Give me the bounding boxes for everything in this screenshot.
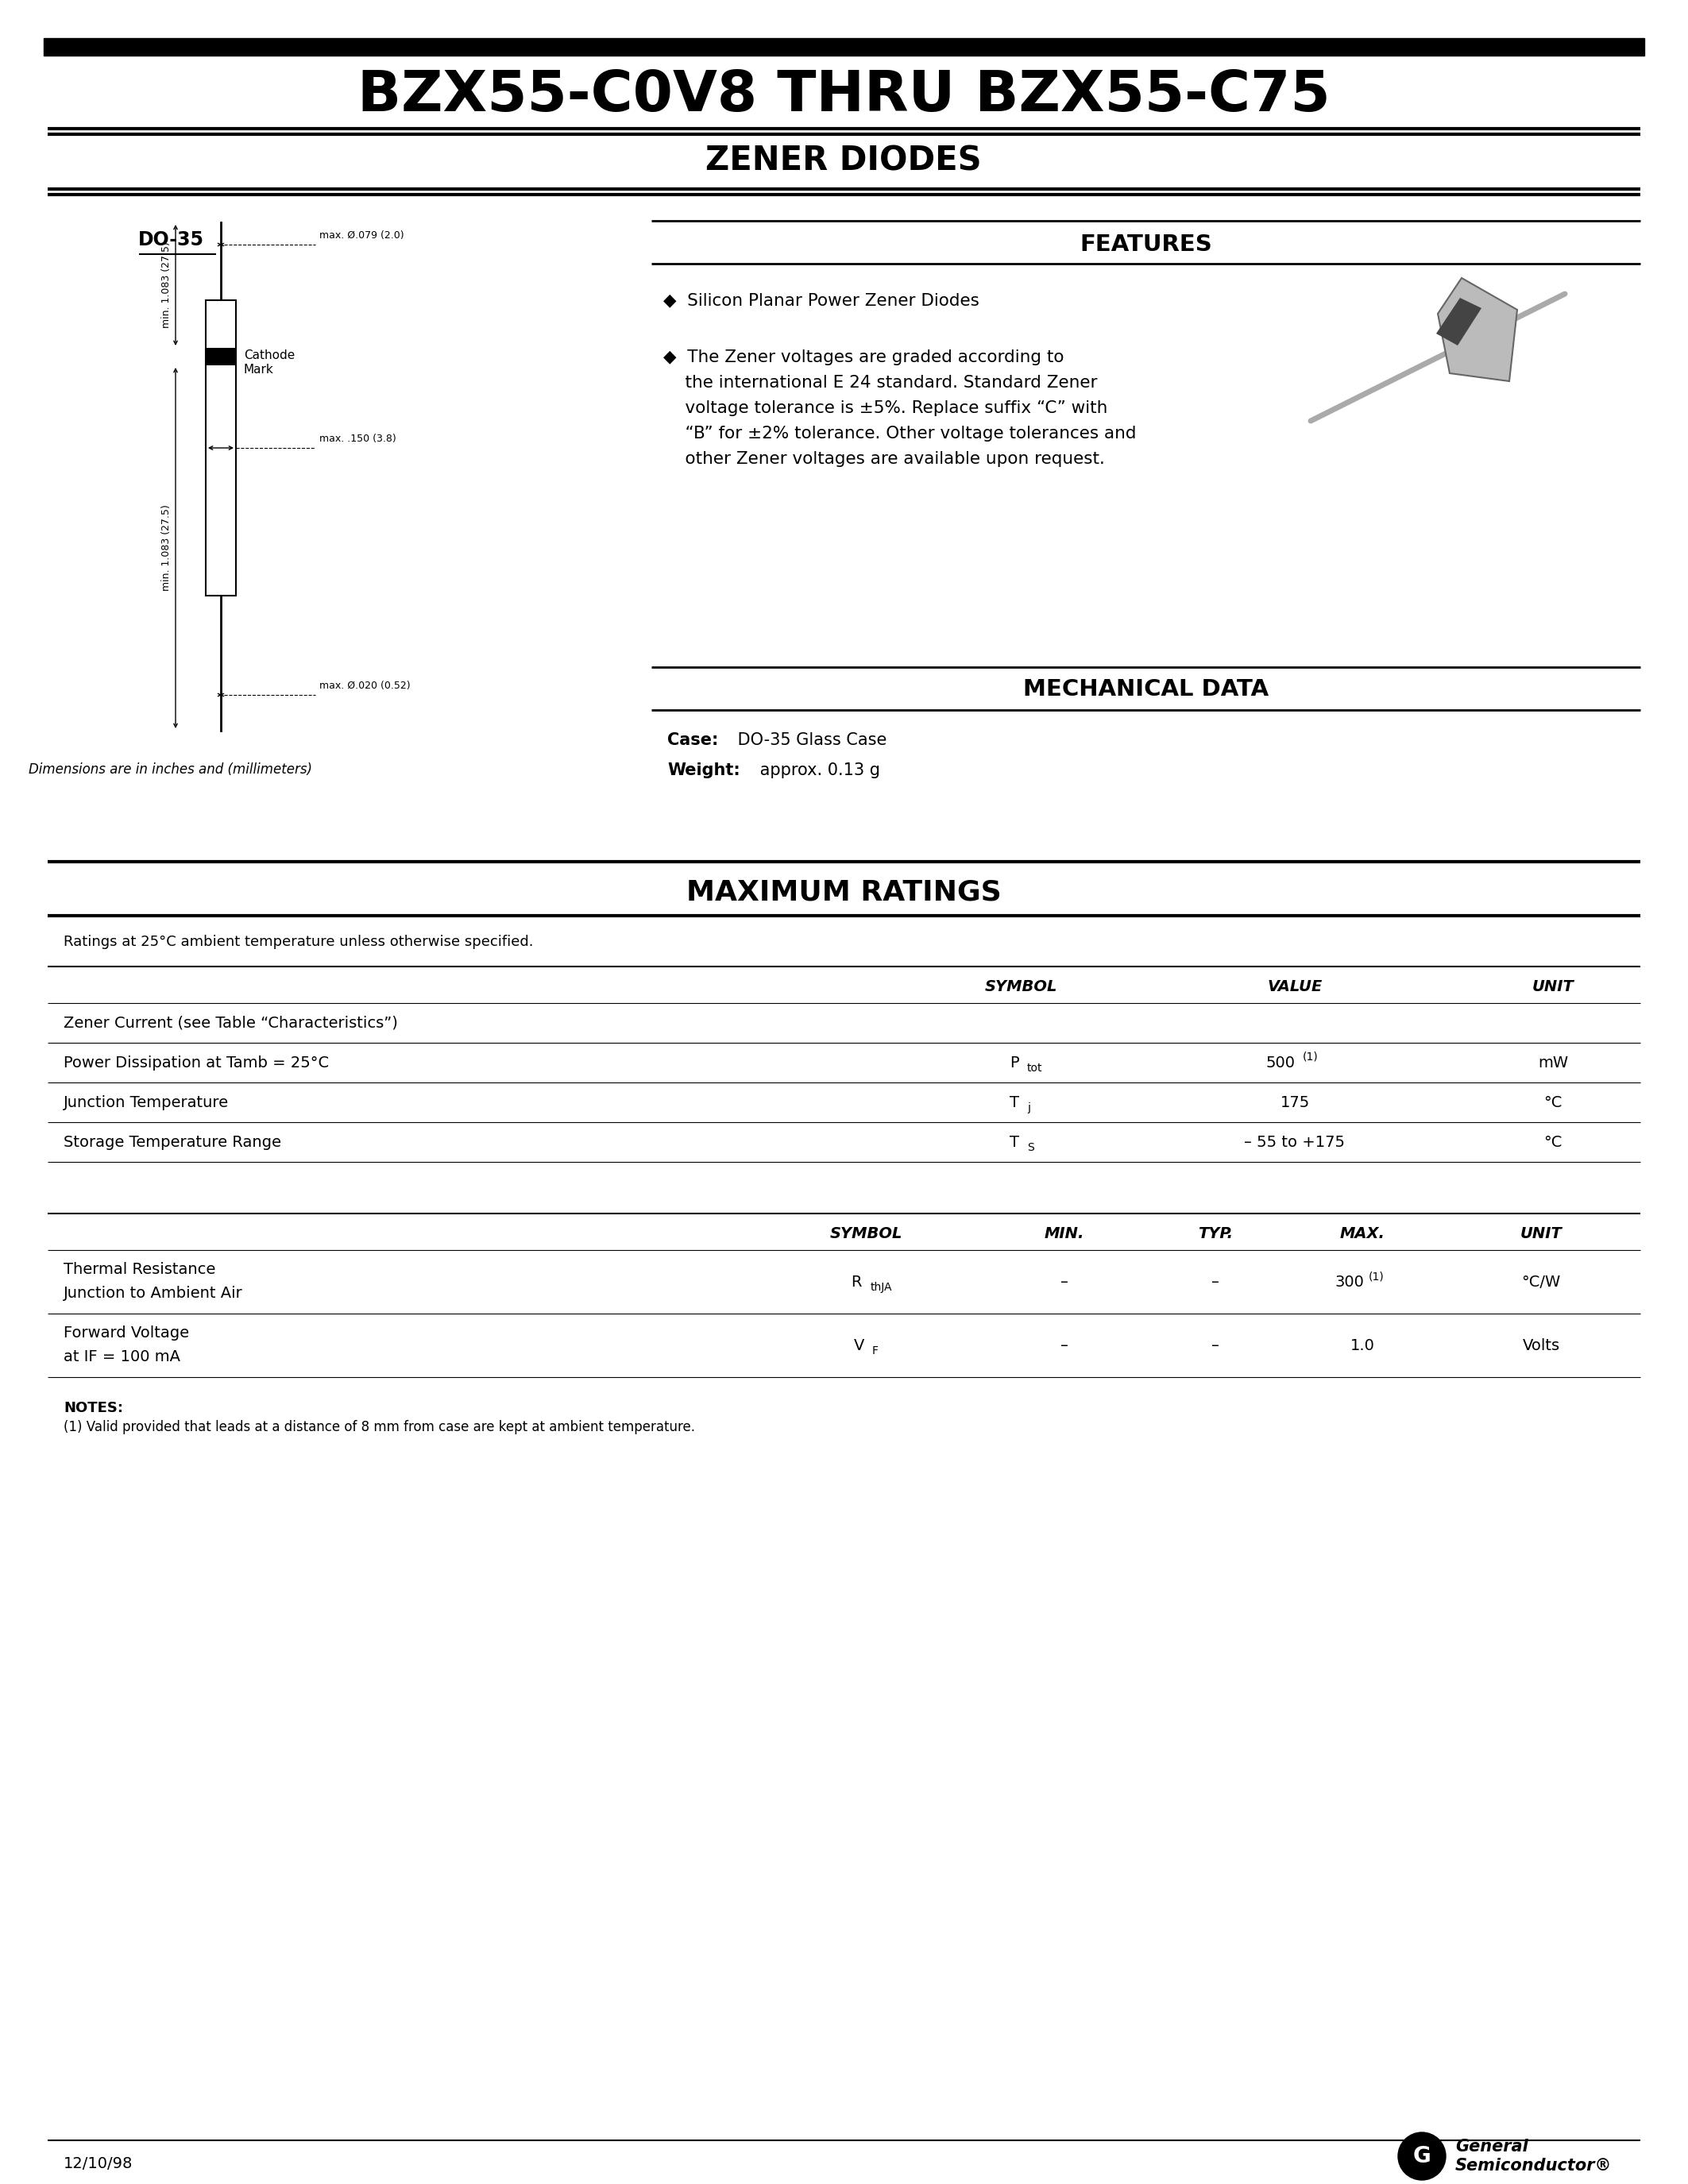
Text: –: – <box>1212 1339 1219 1352</box>
Text: °C/W: °C/W <box>1521 1273 1561 1289</box>
Text: voltage tolerance is ±5%. Replace suffix “C” with: voltage tolerance is ±5%. Replace suffix… <box>663 400 1107 417</box>
Text: VALUE: VALUE <box>1268 978 1322 994</box>
Text: DO-35: DO-35 <box>138 229 204 249</box>
Text: Forward Voltage: Forward Voltage <box>64 1326 189 1341</box>
Text: P: P <box>1009 1055 1020 1070</box>
Text: thJA: thJA <box>871 1282 893 1293</box>
Text: T: T <box>1009 1133 1020 1149</box>
Text: mW: mW <box>1538 1055 1568 1070</box>
Text: 175: 175 <box>1280 1094 1310 1109</box>
Polygon shape <box>1436 297 1482 345</box>
Text: Case:: Case: <box>667 732 719 749</box>
Text: – 55 to +175: – 55 to +175 <box>1244 1133 1345 1149</box>
Text: (1): (1) <box>1369 1271 1384 1282</box>
Text: (1) Valid provided that leads at a distance of 8 mm from case are kept at ambien: (1) Valid provided that leads at a dista… <box>64 1420 695 1435</box>
Text: °C: °C <box>1543 1094 1563 1109</box>
Bar <box>206 347 236 365</box>
Text: Power Dissipation at Tamb = 25°C: Power Dissipation at Tamb = 25°C <box>64 1055 329 1070</box>
Text: min. 1.083 (27.5): min. 1.083 (27.5) <box>160 242 170 328</box>
Text: UNIT: UNIT <box>1533 978 1573 994</box>
Text: G: G <box>1413 2145 1431 2167</box>
Text: j: j <box>1026 1103 1030 1114</box>
Text: 300: 300 <box>1335 1273 1364 1289</box>
Text: approx. 0.13 g: approx. 0.13 g <box>755 762 879 778</box>
Text: UNIT: UNIT <box>1521 1225 1561 1241</box>
Text: MAXIMUM RATINGS: MAXIMUM RATINGS <box>685 878 1001 906</box>
Text: Thermal Resistance: Thermal Resistance <box>64 1262 216 1278</box>
Text: F: F <box>873 1345 878 1356</box>
Circle shape <box>1398 2132 1445 2180</box>
Text: FEATURES: FEATURES <box>1080 234 1212 256</box>
Text: (1): (1) <box>1303 1051 1318 1061</box>
Text: tot: tot <box>1026 1064 1043 1075</box>
Text: –: – <box>1212 1273 1219 1289</box>
Text: Dimensions are in inches and (millimeters): Dimensions are in inches and (millimeter… <box>29 762 312 778</box>
Text: Ratings at 25°C ambient temperature unless otherwise specified.: Ratings at 25°C ambient temperature unle… <box>64 935 533 950</box>
Text: Zener Current (see Table “Characteristics”): Zener Current (see Table “Characteristic… <box>64 1016 398 1031</box>
Text: Cathode: Cathode <box>243 349 295 360</box>
Text: MECHANICAL DATA: MECHANICAL DATA <box>1023 679 1269 701</box>
Text: Volts: Volts <box>1523 1339 1560 1352</box>
Text: Weight:: Weight: <box>667 762 739 778</box>
Text: General: General <box>1455 2138 1528 2156</box>
Text: °C: °C <box>1543 1133 1563 1149</box>
Text: Junction to Ambient Air: Junction to Ambient Air <box>64 1286 243 1299</box>
Text: 500: 500 <box>1266 1055 1295 1070</box>
Text: MAX.: MAX. <box>1340 1225 1384 1241</box>
Text: V: V <box>854 1339 864 1352</box>
Text: Mark: Mark <box>243 365 273 376</box>
Text: “B” for ±2% tolerance. Other voltage tolerances and: “B” for ±2% tolerance. Other voltage tol… <box>663 426 1136 441</box>
Text: the international E 24 standard. Standard Zener: the international E 24 standard. Standar… <box>663 376 1097 391</box>
Text: at IF = 100 mA: at IF = 100 mA <box>64 1350 181 1365</box>
Text: BZX55-C0V8 THRU BZX55-C75: BZX55-C0V8 THRU BZX55-C75 <box>358 68 1330 122</box>
Text: Semiconductor®: Semiconductor® <box>1455 2158 1612 2173</box>
Text: TYP.: TYP. <box>1198 1225 1232 1241</box>
Text: R: R <box>851 1273 861 1289</box>
Text: Junction Temperature: Junction Temperature <box>64 1094 230 1109</box>
Text: ◆  The Zener voltages are graded according to: ◆ The Zener voltages are graded accordin… <box>663 349 1063 365</box>
Text: SYMBOL: SYMBOL <box>829 1225 901 1241</box>
Bar <box>44 37 1644 55</box>
Text: –: – <box>1060 1273 1069 1289</box>
Text: 1.0: 1.0 <box>1350 1339 1374 1352</box>
Text: DO-35 Glass Case: DO-35 Glass Case <box>733 732 886 749</box>
Text: SYMBOL: SYMBOL <box>984 978 1057 994</box>
Text: ◆  Silicon Planar Power Zener Diodes: ◆ Silicon Planar Power Zener Diodes <box>663 293 979 308</box>
Text: max. Ø.079 (2.0): max. Ø.079 (2.0) <box>319 229 403 240</box>
Text: max. Ø.020 (0.52): max. Ø.020 (0.52) <box>319 681 410 690</box>
Text: ZENER DIODES: ZENER DIODES <box>706 144 982 177</box>
Text: 12/10/98: 12/10/98 <box>64 2156 133 2171</box>
Text: MIN.: MIN. <box>1045 1225 1084 1241</box>
Polygon shape <box>1438 277 1518 382</box>
Text: S: S <box>1026 1142 1035 1153</box>
Text: Storage Temperature Range: Storage Temperature Range <box>64 1133 282 1149</box>
Text: max. .150 (3.8): max. .150 (3.8) <box>319 435 397 443</box>
Text: other Zener voltages are available upon request.: other Zener voltages are available upon … <box>663 452 1106 467</box>
Text: –: – <box>1060 1339 1069 1352</box>
Text: T: T <box>1009 1094 1020 1109</box>
Text: NOTES:: NOTES: <box>64 1400 123 1415</box>
Text: min. 1.083 (27.5): min. 1.083 (27.5) <box>160 505 170 592</box>
Bar <box>206 299 236 596</box>
